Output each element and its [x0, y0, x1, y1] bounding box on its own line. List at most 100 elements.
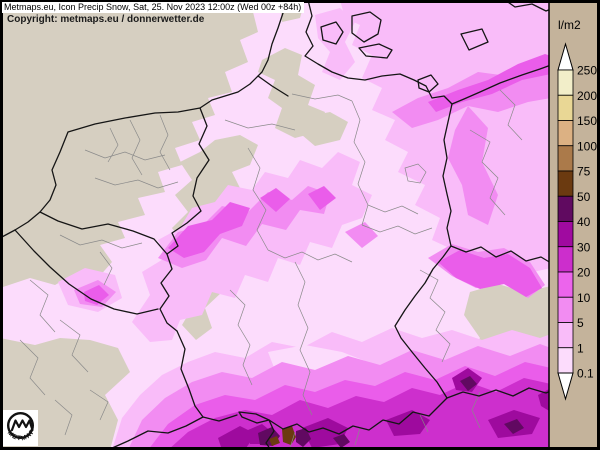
legend-segment: [557, 195, 574, 222]
state-border-line: [59, 234, 143, 286]
logo-m-wave-icon: [10, 419, 34, 432]
legend-boundary-label: 40: [577, 215, 591, 229]
state-border-line: [267, 249, 353, 263]
precip-areas: [0, 0, 551, 450]
precip-region-40-e: [504, 419, 524, 434]
map-title-bar: Metmaps.eu, Icon Precip Snow, Sat, 25. N…: [2, 2, 305, 13]
legend-segment: [557, 347, 574, 374]
lake-constance: [238, 411, 270, 424]
legend-arrow-down-icon: [557, 372, 574, 401]
legend-boundary-label: 50: [577, 190, 591, 204]
legend-boundary-label: 0.1: [577, 367, 594, 381]
legend-segment: [557, 221, 574, 248]
legend-boundary-label: 5: [577, 316, 584, 330]
state-border-line: [247, 147, 269, 251]
legend-segment: [557, 120, 574, 147]
map-title: Metmaps.eu, Icon Precip Snow, Sat, 25. N…: [4, 2, 302, 12]
legend-segment: [557, 322, 574, 349]
legend-boundary-label: 150: [577, 114, 597, 128]
precip-region-30-a: [218, 426, 256, 450]
dry-area-hamburg-south: [300, 112, 348, 146]
legend-boundary-label: 250: [577, 64, 597, 78]
legend-segment: [557, 246, 574, 273]
precip-region-10-central-a: [168, 202, 250, 258]
island-lolland: [358, 43, 393, 59]
legend-segment: [557, 296, 574, 323]
legend-segment: [557, 170, 574, 197]
state-border-line: [84, 114, 179, 189]
precip-region-30-c: [386, 410, 430, 436]
island-ruegen: [417, 74, 439, 93]
precip-region-10-bohemia-band: [438, 250, 542, 297]
border-de-cz: [394, 245, 452, 399]
state-border-line: [367, 204, 419, 215]
island-fyn: [320, 21, 344, 45]
legend-segment: [557, 145, 574, 172]
legend-boundary-label: 200: [577, 89, 597, 103]
legend-unit-label: l/m2: [558, 18, 581, 32]
legend-boundary-label: 20: [577, 266, 591, 280]
state-border-line: [469, 89, 523, 216]
legend-segment: [557, 271, 574, 298]
legend-boundary-label: 75: [577, 165, 591, 179]
state-border-berlin-ring: [404, 163, 427, 184]
precip-region-40-b: [296, 428, 311, 447]
border-fr-de-rhine: [176, 330, 204, 418]
border-cz-pl: [450, 245, 552, 264]
metmaps-logo: METMAPS: [0, 405, 38, 446]
precip-region-40-c: [333, 434, 350, 448]
precip-region-10-central-b: [260, 188, 290, 212]
logo-circle: [6, 411, 35, 440]
precip-region-10-central-c: [308, 186, 336, 210]
state-border-line: [289, 391, 481, 449]
coastline-north-sea: [0, 0, 287, 239]
border-ch-at: [265, 419, 275, 450]
state-border-line: [224, 119, 296, 131]
legend-boundary-label: 1: [577, 341, 584, 355]
metmaps-logo-graphic: METMAPS: [0, 405, 35, 442]
precip-region-40-d: [460, 376, 477, 391]
border-ch-west: [109, 416, 204, 450]
copyright-text: Copyright: metmaps.eu / donnerwetter.de: [7, 14, 205, 25]
legend-boundary-label: 100: [577, 139, 597, 153]
legend-boundary-label: 30: [577, 240, 591, 254]
border-be-fr: [14, 229, 159, 315]
border-be-de-lu: [159, 253, 178, 332]
precip-region-5-spot: [345, 222, 378, 248]
coastline-sweden: [504, 0, 552, 12]
state-border-line: [419, 269, 451, 363]
precip-region-30-f: [538, 388, 551, 412]
precip-region-10-west: [84, 285, 109, 305]
river-elbe-estuary: [257, 75, 289, 97]
precip-region-1-ne-baltic: [340, 0, 551, 282]
border-at-cz-sk: [446, 387, 552, 399]
state-border-line: [19, 279, 109, 436]
island-bornholm: [460, 28, 489, 51]
legend-arrow-up-icon: [557, 42, 574, 71]
state-borders: [19, 89, 523, 449]
legend-color-scale: 250 200 150 100 75 50 40 30 20 10 5 1 0.1: [557, 42, 597, 401]
state-border-line: [361, 224, 433, 235]
legend-boundary-label: 10: [577, 291, 591, 305]
precip-region-5-oder-streak: [448, 106, 498, 225]
precip-region-50-brown-b: [269, 436, 280, 446]
island-zealand: [351, 11, 382, 43]
precip-region-10-baltic-core: [428, 54, 551, 112]
dry-area-schleswig: [258, 48, 325, 138]
legend-panel: l/m2 250 200 150 100 75 50 40 30 20 10 5 1 0.1: [549, 0, 600, 450]
legend-panel-background: [548, 0, 600, 450]
coastline-baltic: [304, 0, 552, 105]
border-de-at: [268, 397, 448, 435]
border-de-pl-oder: [442, 103, 453, 247]
legend-segment: [557, 94, 574, 121]
border-nl-be: [39, 211, 168, 255]
legend-segment: [557, 69, 574, 96]
state-border-line: [291, 93, 353, 102]
country-borders: [0, 0, 552, 450]
border-nl-de: [166, 107, 210, 255]
state-border-line: [229, 289, 253, 386]
state-border-line: [294, 261, 313, 416]
